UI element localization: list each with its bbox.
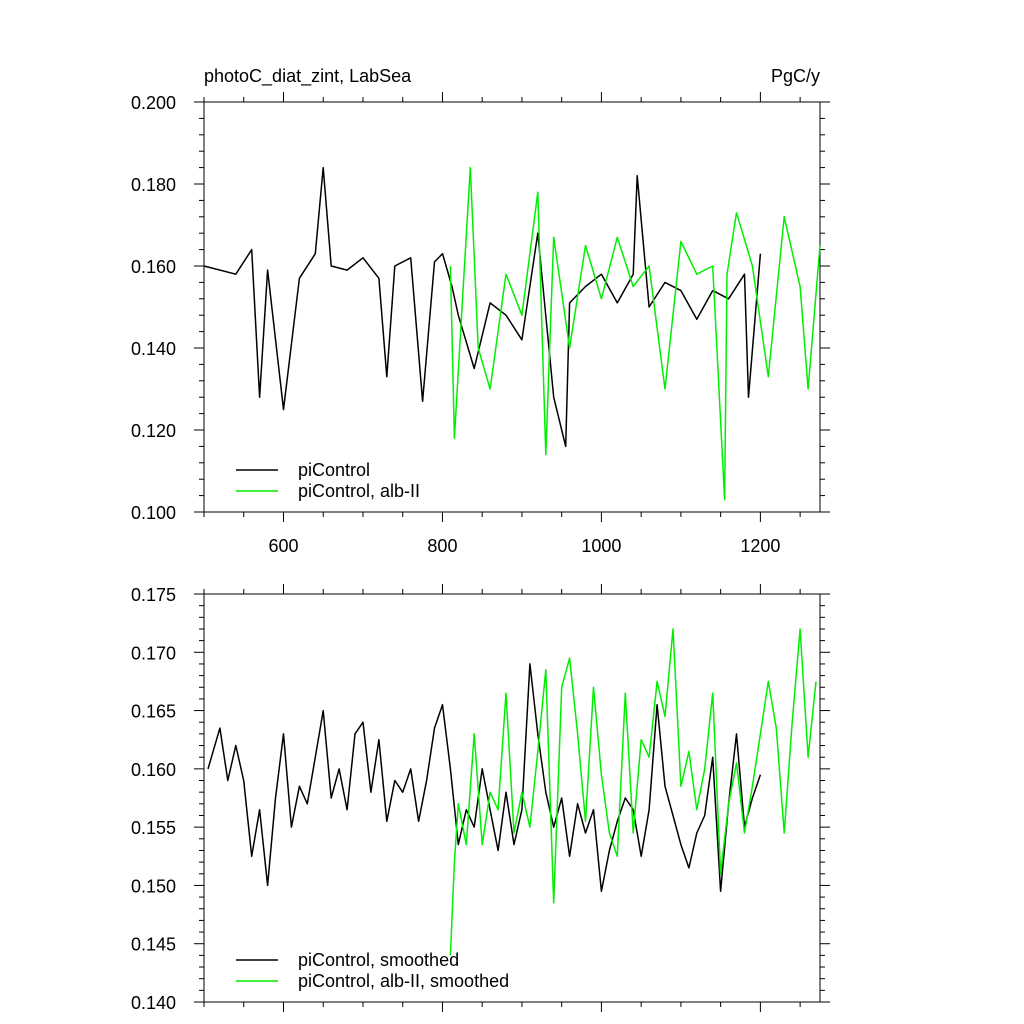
units-label: PgC/y <box>771 66 820 86</box>
x-tick-label: 1200 <box>740 536 780 556</box>
top-panel: 600 800 1000 1200 0.100 0.120 0.140 0.160 0.180 0… <box>131 66 830 556</box>
series-line-0 <box>207 663 762 893</box>
y-tick-label: 0.140 <box>131 339 176 359</box>
y-tick-label: 0.175 <box>131 585 176 605</box>
series-line-1 <box>449 628 817 956</box>
series-line-1 <box>449 166 821 501</box>
y-tick-label: 0.200 <box>131 93 176 113</box>
y-tick-label: 0.160 <box>131 257 176 277</box>
y-tick-label: 0.120 <box>131 421 176 441</box>
x-tick-label: 1000 <box>581 536 621 556</box>
y-tick-label: 0.100 <box>131 503 176 523</box>
legend-label-1: piControl, alb-II <box>298 481 420 501</box>
x-tick-label: 800 <box>427 536 457 556</box>
y-tick-label: 0.165 <box>131 702 176 722</box>
plot-frame <box>203 593 821 1003</box>
plot-frame <box>203 101 821 513</box>
y-tick-label: 0.180 <box>131 175 176 195</box>
legend-label-0: piControl <box>298 460 370 480</box>
y-tick-label: 0.155 <box>131 818 176 838</box>
series-line-0 <box>203 166 762 448</box>
legend-label-1: piControl, alb-II, smoothed <box>298 971 509 991</box>
y-tick-label: 0.150 <box>131 876 176 896</box>
y-tick-label: 0.140 <box>131 993 176 1013</box>
y-tick-label: 0.145 <box>131 935 176 955</box>
chart-title: photoC_diat_zint, LabSea <box>204 66 412 87</box>
bottom-panel: 0.140 0.145 0.150 0.155 0.160 0.165 0.170 0.175… <box>131 584 830 1013</box>
y-tick-label: 0.160 <box>131 760 176 780</box>
legend-label-0: piControl, smoothed <box>298 950 459 970</box>
y-tick-label: 0.170 <box>131 643 176 663</box>
x-tick-label: 600 <box>268 536 298 556</box>
